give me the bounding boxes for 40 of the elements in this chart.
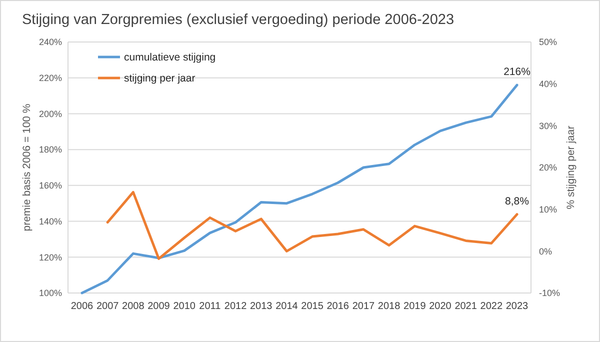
y-tick-label: 160% — [38, 180, 62, 191]
chart-title: Stijging van Zorgpremies (exclusief vergoeding) periode 2006-2023 — [22, 12, 454, 28]
x-tick-label: 2007 — [96, 301, 120, 312]
x-tick-label: 2009 — [148, 301, 170, 312]
y-tick-label: 120% — [38, 252, 62, 262]
y-tick-label: 200% — [38, 108, 62, 119]
x-tick-label: 2010 — [173, 301, 196, 312]
x-tick-label: 2014 — [276, 301, 298, 312]
y-tick-label: 180% — [38, 144, 62, 155]
y2-tick-label: 0% — [539, 246, 552, 256]
y-axis-title: premie basis 2006 = 100 % — [21, 104, 33, 232]
x-tick-label: 2008 — [122, 301, 145, 312]
x-tick-label: 2020 — [429, 301, 452, 312]
x-tick-label: 2023 — [506, 301, 529, 312]
x-tick-label: 2006 — [70, 301, 94, 312]
x-tick-label: 2021 — [454, 301, 478, 312]
y2-tick-label: 20% — [539, 162, 558, 173]
annotation: 8,8% — [505, 195, 529, 208]
x-tick-label: 2016 — [326, 301, 350, 312]
y2-tick-label: 10% — [539, 204, 558, 214]
y2-tick-label: 40% — [539, 78, 558, 89]
legend-label: cumulatieve stijging — [124, 52, 216, 64]
x-tick-label: 2013 — [250, 301, 273, 312]
x-tick-label: 2015 — [301, 301, 324, 312]
x-tick-label: 2012 — [224, 301, 248, 312]
x-tick-label: 2018 — [378, 301, 401, 312]
y-tick-label: 140% — [38, 216, 62, 226]
x-tick-label: 2017 — [352, 301, 376, 312]
y-tick-label: 240% — [38, 37, 62, 48]
y-tick-label: 220% — [38, 73, 62, 84]
y2-tick-label: 30% — [539, 120, 558, 131]
y2-axis-title: % stijging per jaar — [565, 125, 577, 210]
x-tick-label: 2022 — [480, 301, 503, 312]
x-tick-label: 2019 — [404, 301, 426, 312]
annotation: 216% — [504, 66, 530, 78]
y2-tick-label: -10% — [539, 288, 560, 298]
y2-tick-label: 50% — [539, 37, 558, 48]
x-tick-label: 2011 — [199, 301, 222, 312]
legend-label: stijging per jaar — [124, 72, 196, 85]
y-tick-label: 100% — [38, 288, 62, 298]
